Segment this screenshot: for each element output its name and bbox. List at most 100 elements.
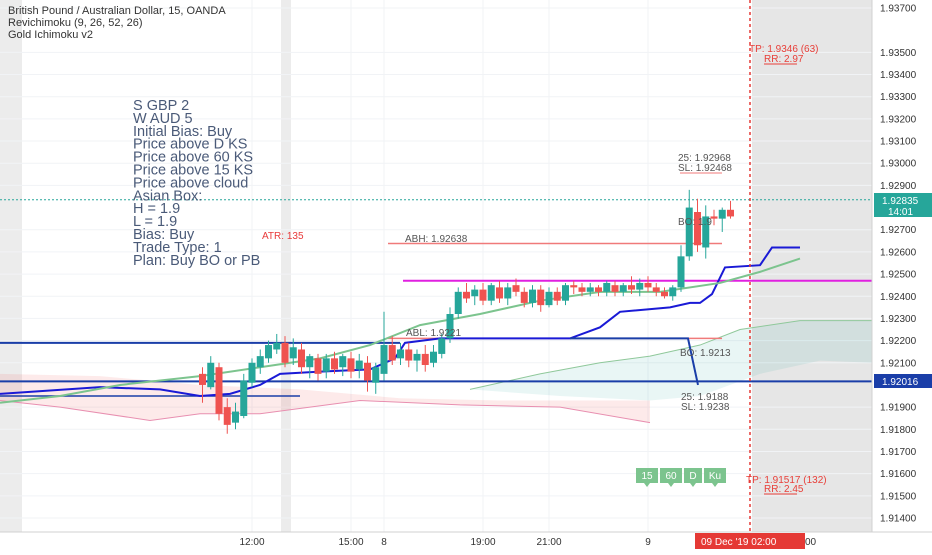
sl-top-label: SL: 1.92468 xyxy=(678,163,732,174)
gridlines xyxy=(0,0,872,532)
future-shade xyxy=(752,0,872,532)
trade-note-line: Price above 15 KS xyxy=(133,163,253,179)
candle-body xyxy=(727,209,734,217)
candle-body xyxy=(611,285,619,292)
badge-label: Ku xyxy=(709,471,721,482)
candle-body xyxy=(248,362,256,383)
candle-body xyxy=(644,282,652,288)
candle-body xyxy=(339,356,347,368)
senkou-a-line xyxy=(469,320,872,390)
trade-note-line: Price above 60 KS xyxy=(133,150,253,166)
time-tick-label: 15:00 xyxy=(338,537,363,548)
price-tick-label: 1.91800 xyxy=(880,425,917,436)
time-tick-label: 21:00 xyxy=(536,537,561,548)
candle-body xyxy=(702,216,710,248)
price-tick-label: 1.92600 xyxy=(880,247,917,258)
badge-pointer xyxy=(644,483,650,487)
current-price-tag: 1.92835 14:01 xyxy=(874,193,932,218)
candle-body xyxy=(603,282,611,292)
badge-box xyxy=(660,468,682,483)
candle-body xyxy=(479,289,487,301)
candle-body xyxy=(438,338,446,354)
candle-body xyxy=(322,358,330,372)
trade-note-line: Bias: Buy xyxy=(133,227,195,243)
candle-body xyxy=(553,291,561,301)
indicator-revichimoku[interactable]: Revichimoku (9, 26, 52, 26) xyxy=(8,17,143,29)
price-tick-label: 1.93200 xyxy=(880,114,917,125)
candle-body xyxy=(314,358,322,374)
time-tick-label: 19:00 xyxy=(470,537,495,548)
badge-label: 60 xyxy=(665,471,677,482)
price-tick-label: 1.93300 xyxy=(880,92,917,103)
candle-body xyxy=(619,285,627,292)
price-axis-ticks: 1.93700 1.93500 1.93400 1.93300 1.93200 1.931… xyxy=(880,4,917,525)
candle-body xyxy=(636,282,644,290)
timeframe-badges: 15 60 D Ku xyxy=(636,468,726,487)
atr-label: ATR: 135 xyxy=(262,231,304,242)
l25-top-label: 25: 1.92968 xyxy=(678,153,731,164)
price-tick-label: 1.93700 xyxy=(880,4,917,15)
price-tick-label: 1.93400 xyxy=(880,70,917,81)
candle-body xyxy=(207,362,215,388)
badge-box xyxy=(684,468,702,483)
candle-body xyxy=(471,289,479,297)
rr-bottom-label: RR: 2.45 xyxy=(764,484,804,495)
time-highlight-value: 09 Dec '19 02:00 xyxy=(701,537,777,548)
candle-body xyxy=(586,287,594,292)
candle-body xyxy=(347,358,355,372)
candle-body xyxy=(372,367,380,383)
trade-note-line: W AUD 5 xyxy=(133,111,193,127)
candle-body xyxy=(405,349,413,361)
indicator-gold-ichimoku[interactable]: Gold Ichimoku v2 xyxy=(8,29,93,41)
candle-body xyxy=(446,314,454,339)
price-tick-label: 1.91900 xyxy=(880,403,917,414)
candle-body xyxy=(595,287,602,292)
candle-body xyxy=(306,356,314,368)
price-tick-label: 1.91600 xyxy=(880,469,917,480)
candle-body xyxy=(273,342,281,350)
price-tick-label: 1.91700 xyxy=(880,447,917,458)
candle-body xyxy=(504,287,512,299)
time-tick-label: 12:00 xyxy=(239,537,264,548)
candle-body xyxy=(281,342,289,363)
candle-body xyxy=(694,212,701,246)
cloud-bearish xyxy=(0,373,650,423)
tenkan-sen-line xyxy=(0,257,801,404)
trade-note-line: Plan: Buy BO or PB xyxy=(133,253,260,269)
abh-label: ABH: 1.92638 xyxy=(405,234,468,245)
candle-body xyxy=(223,407,231,425)
badge-label: D xyxy=(689,471,696,482)
candle-body xyxy=(718,209,726,219)
candle-body xyxy=(520,291,528,303)
countdown-value: 14:01 xyxy=(888,207,913,218)
candle-body xyxy=(677,256,685,288)
candle-body xyxy=(669,287,677,297)
tp-top-label: TP: 1.9346 (63) xyxy=(749,44,818,55)
price-axis[interactable] xyxy=(872,0,932,532)
candle-body xyxy=(685,207,693,257)
trade-note-line: Initial Bias: Buy xyxy=(133,124,233,140)
candle-body xyxy=(578,287,586,292)
bo-top-label: BO: 1.9 xyxy=(678,217,712,228)
candle-body xyxy=(355,360,363,370)
tp-bottom-label: TP: 1.91517 (132) xyxy=(746,475,827,486)
l25-bottom-label: 25: 1.9188 xyxy=(681,392,729,403)
price-tick-label: 1.92900 xyxy=(880,181,917,192)
candle-body xyxy=(430,351,437,363)
candle-body xyxy=(661,291,668,297)
badge-pointer xyxy=(668,483,674,487)
candle-body xyxy=(570,285,578,288)
candle-body xyxy=(463,291,470,299)
trade-note-line: Price above cloud xyxy=(133,175,248,191)
symbol-title: British Pound / Australian Dollar, 15, O… xyxy=(8,5,226,17)
price-tick-label: 1.93500 xyxy=(880,48,917,59)
senkou-b-line xyxy=(0,399,651,424)
candle-body xyxy=(529,289,536,303)
price-tick-label: 1.93100 xyxy=(880,137,917,148)
candle-body xyxy=(487,285,495,301)
trade-note-line: Trade Type: 1 xyxy=(133,240,222,256)
candle-body xyxy=(454,291,462,314)
